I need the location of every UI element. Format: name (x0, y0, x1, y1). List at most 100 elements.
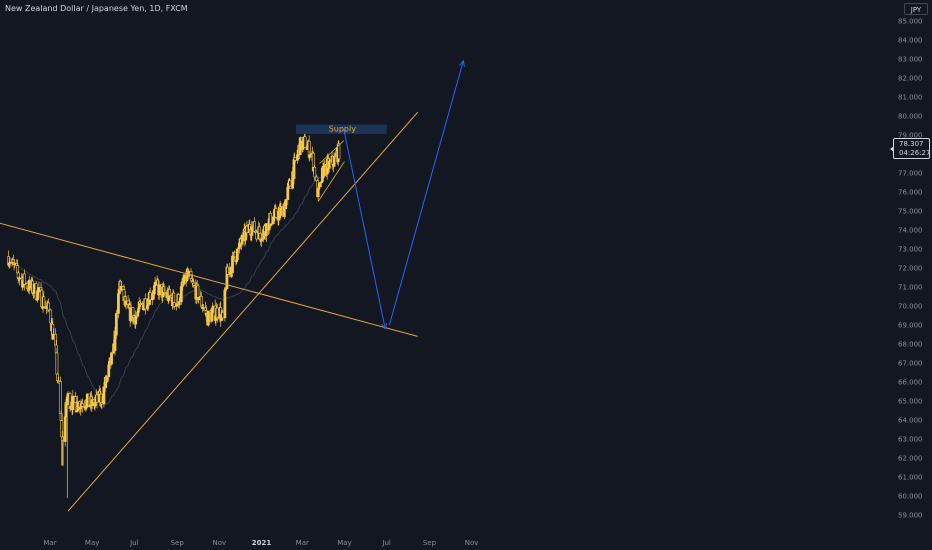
candle-body (163, 292, 167, 294)
candle-body (58, 381, 62, 414)
candle-body (168, 289, 171, 296)
x-tick-label: 2021 (252, 539, 272, 547)
wedge-upper-line (319, 140, 345, 164)
x-tick-label: Jul (129, 539, 139, 547)
candle-body (303, 136, 307, 148)
y-tick-label: 62.000 (898, 455, 923, 463)
y-tick-label: 61.000 (898, 474, 923, 482)
candle-body (216, 317, 220, 320)
y-tick-label: 81.000 (898, 94, 923, 102)
last-price-value: 78.307 (899, 140, 924, 148)
y-tick-label: 67.000 (898, 360, 923, 368)
projection-down-arrow (343, 129, 386, 329)
candle-body (260, 238, 263, 242)
candle-body (63, 416, 67, 442)
y-tick-label: 79.000 (898, 132, 923, 140)
axes-layer: 59.000 60.000 61.000 62.000 63.000 64.000 65.0… (43, 18, 922, 548)
candle-body (240, 234, 244, 245)
x-tick-label: Sep (423, 539, 437, 547)
y-tick-label: 63.000 (898, 436, 923, 444)
candle-body (327, 160, 331, 169)
currency-badge[interactable]: JPY (904, 3, 928, 15)
y-tick-label: 73.000 (898, 246, 923, 254)
candle-body (23, 273, 26, 285)
candle-body (318, 182, 321, 188)
x-tick-label: May (85, 539, 99, 547)
y-tick-label: 70.000 (898, 303, 923, 311)
y-tick-label: 85.000 (898, 18, 923, 26)
candle-body (197, 297, 201, 301)
x-tick-label: May (337, 539, 351, 547)
candle-body (271, 216, 275, 224)
candle-body (231, 255, 234, 273)
candle-body (153, 282, 157, 287)
projection-up-arrowhead (458, 59, 465, 67)
price-tag-pointer (890, 146, 894, 152)
y-tick-label: 59.000 (898, 512, 923, 520)
x-tick-label: Nov (465, 539, 479, 547)
y-tick-label: 71.000 (898, 284, 923, 292)
ascending-trendline (67, 111, 419, 512)
candle-body (258, 226, 261, 234)
candle-body (81, 403, 84, 407)
y-tick-label: 74.000 (898, 227, 923, 235)
y-tick-label: 76.000 (898, 189, 923, 197)
candle-body (288, 180, 292, 187)
candle-body (308, 154, 312, 158)
x-tick-label: Sep (171, 539, 185, 547)
y-tick-label: 82.000 (898, 75, 923, 83)
projection-up-arrow (388, 60, 464, 326)
x-tick-label: Mar (43, 539, 56, 547)
x-tick-label: Jul (381, 539, 391, 547)
y-tick-label: 68.000 (898, 341, 923, 349)
y-tick-label: 66.000 (898, 379, 923, 387)
candle-body (337, 143, 341, 160)
candle-body (143, 298, 147, 310)
y-tick-label: 69.000 (898, 322, 923, 330)
candle-body (114, 313, 118, 336)
candle-body (192, 282, 196, 286)
candle-body (110, 352, 113, 365)
bar-countdown: 04:26:27 (899, 149, 931, 157)
y-tick-label: 72.000 (898, 265, 923, 273)
drawing-overlays: Supply (0, 59, 465, 512)
candle-body (235, 248, 239, 261)
symbol-title: New Zealand Dollar / Japanese Yen, 1D, F… (5, 4, 188, 13)
candle-body (284, 199, 288, 210)
candle-body (42, 296, 46, 307)
projection-down-arrowhead (381, 322, 388, 330)
candle-body (177, 301, 181, 306)
y-tick-label: 84.000 (898, 37, 923, 45)
y-tick-label: 77.000 (898, 170, 923, 178)
y-tick-label: 65.000 (898, 398, 923, 406)
supply-zone-label: Supply (329, 125, 357, 134)
candle-body (250, 226, 254, 236)
candle-body (71, 395, 75, 411)
y-tick-label: 75.000 (898, 208, 923, 216)
last-price-tag: 78.307 04:26:27 (890, 138, 931, 159)
y-tick-label: 83.000 (898, 56, 923, 64)
candle-body (274, 208, 278, 218)
candle-body (206, 310, 210, 326)
candle-body (172, 292, 176, 303)
candles-layer (7, 132, 341, 498)
candle-body (47, 302, 51, 311)
x-tick-label: Nov (213, 539, 227, 547)
candle-body (253, 221, 256, 232)
y-tick-label: 60.000 (898, 493, 923, 501)
candle-body (313, 166, 317, 178)
candle-body (179, 286, 183, 302)
candle-body (332, 156, 336, 167)
candle-body (279, 207, 283, 216)
y-tick-label: 80.000 (898, 113, 923, 121)
candle-body (269, 223, 273, 226)
supply-zone (296, 124, 387, 135)
candle-body (117, 293, 120, 314)
descending-trendline (0, 222, 418, 337)
candle-body (223, 289, 227, 319)
candle-body (105, 376, 109, 383)
x-tick-label: Mar (296, 539, 309, 547)
candle-body (55, 352, 59, 375)
y-tick-label: 64.000 (898, 417, 923, 425)
